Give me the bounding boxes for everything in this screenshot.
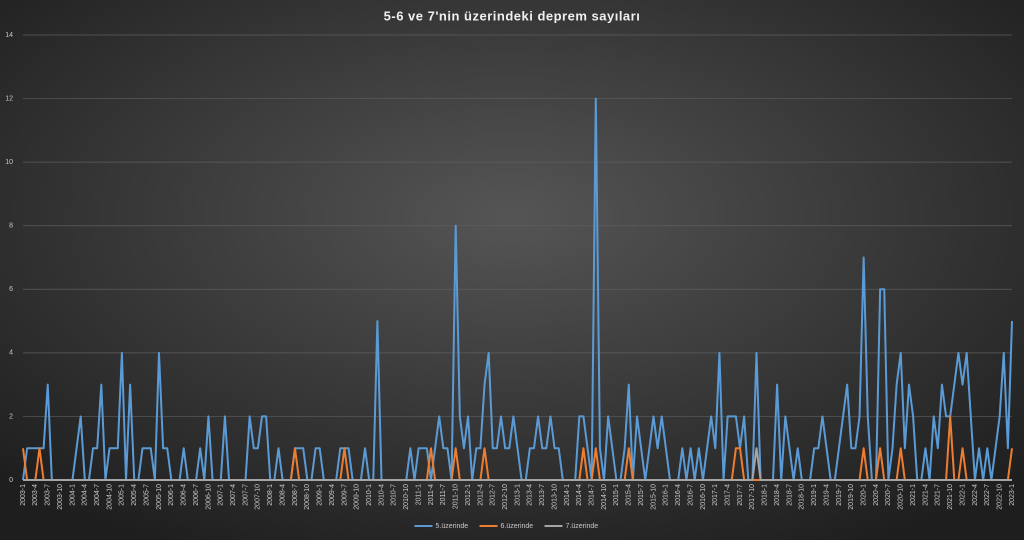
x-tick-label: 2020-7	[885, 484, 892, 506]
legend-label: 5.üzerinde	[436, 523, 469, 530]
y-tick-label: 8	[9, 223, 13, 230]
x-tick-label: 2010-10	[403, 484, 410, 510]
x-tick-label: 2007-1	[218, 484, 225, 506]
y-tick-label: 10	[5, 159, 13, 166]
x-tick-label: 2005-4	[131, 484, 138, 506]
x-tick-label: 2005-10	[156, 484, 163, 510]
series-line	[23, 447, 1012, 481]
x-tick-label: 2012-7	[490, 484, 497, 506]
x-tick-label: 2014-7	[589, 484, 596, 506]
x-tick-label: 2021-4	[922, 484, 929, 506]
x-tick-label: 2011-7	[440, 484, 447, 505]
x-tick-label: 2015-4	[626, 484, 633, 506]
x-tick-label: 2004-4	[82, 484, 89, 506]
x-tick-label: 2010-7	[391, 484, 398, 506]
y-tick-label: 12	[5, 95, 13, 102]
x-tick-label: 2003-10	[57, 484, 64, 510]
x-tick-label: 2008-7	[292, 484, 299, 506]
y-tick-label: 6	[9, 286, 13, 293]
x-tick-label: 2020-1	[860, 484, 867, 506]
x-tick-label: 2008-4	[279, 484, 286, 506]
x-tick-label: 2004-7	[94, 484, 101, 506]
x-tick-label: 2018-7	[786, 484, 793, 506]
x-tick-label: 2006-1	[168, 484, 175, 506]
x-tick-label: 2013-4	[527, 484, 534, 506]
x-tick-label: 2014-1	[564, 484, 571, 506]
x-tick-label: 2010-1	[366, 484, 373, 506]
x-tick-label: 2017-7	[737, 484, 744, 506]
x-tick-label: 2016-10	[700, 484, 707, 510]
y-tick-label: 4	[9, 350, 13, 357]
x-tick-label: 2011-1	[415, 484, 422, 505]
x-tick-label: 2022-7	[984, 484, 991, 506]
x-tick-label: 2017-1	[712, 484, 719, 506]
x-tick-label: 2015-7	[638, 484, 645, 506]
x-tick-label: 2016-1	[663, 484, 670, 506]
x-tick-label: 2018-1	[762, 484, 769, 506]
x-tick-label: 2018-4	[774, 484, 781, 506]
x-tick-label: 2013-7	[539, 484, 546, 506]
x-tick-label: 2022-1	[959, 484, 966, 506]
x-tick-label: 2006-7	[193, 484, 200, 506]
x-tick-label: 2013-1	[514, 484, 521, 506]
x-tick-label: 2023-1	[1009, 484, 1016, 506]
x-tick-label: 2008-1	[267, 484, 274, 506]
x-tick-label: 2003-4	[32, 484, 39, 506]
x-tick-label: 2012-10	[502, 484, 509, 510]
x-tick-label: 2017-10	[749, 484, 756, 510]
x-tick-label: 2020-4	[873, 484, 880, 506]
x-tick-label: 2022-4	[972, 484, 979, 506]
x-tick-label: 2020-10	[898, 484, 905, 510]
x-tick-label: 2019-10	[848, 484, 855, 510]
x-tick-label: 2015-10	[650, 484, 657, 510]
x-tick-label: 2014-10	[601, 484, 608, 510]
x-tick-label: 2009-7	[341, 484, 348, 506]
x-tick-label: 2006-10	[205, 484, 212, 510]
x-tick-label: 2018-10	[799, 484, 806, 510]
x-tick-label: 2021-10	[947, 484, 954, 510]
x-tick-label: 2003-1	[20, 484, 27, 506]
x-tick-label: 2011-10	[453, 484, 460, 509]
x-tick-label: 2012-4	[477, 484, 484, 506]
y-tick-label: 2	[9, 413, 13, 420]
x-tick-label: 2007-7	[242, 484, 249, 506]
x-tick-label: 2013-10	[551, 484, 558, 510]
x-tick-label: 2004-10	[106, 484, 113, 510]
x-tick-label: 2016-4	[675, 484, 682, 506]
x-tick-label: 2012-1	[465, 484, 472, 506]
x-tick-label: 2019-4	[823, 484, 830, 506]
x-tick-label: 2009-4	[329, 484, 336, 506]
x-tick-label: 2004-1	[69, 484, 76, 506]
chart-title: 5-6 ve 7'nin üzerindeki deprem sayıları	[384, 8, 641, 23]
x-tick-label: 2006-4	[181, 484, 188, 506]
x-tick-label: 2008-10	[304, 484, 311, 510]
x-tick-label: 2007-4	[230, 484, 237, 506]
x-tick-label: 2011-4	[428, 484, 435, 505]
y-tick-label: 14	[5, 32, 13, 39]
x-tick-label: 2009-1	[317, 484, 324, 506]
y-tick-label: 0	[9, 477, 13, 484]
x-tick-label: 2003-7	[45, 484, 52, 506]
x-tick-label: 2016-7	[687, 484, 694, 506]
x-tick-label: 2005-7	[143, 484, 150, 506]
x-tick-label: 2014-4	[576, 484, 583, 506]
x-tick-label: 2009-10	[354, 484, 361, 510]
x-tick-label: 2007-10	[255, 484, 262, 510]
x-tick-label: 2022-10	[996, 484, 1003, 510]
x-tick-label: 2010-4	[378, 484, 385, 506]
x-tick-label: 2019-7	[836, 484, 843, 506]
x-tick-label: 2021-1	[910, 484, 917, 506]
x-tick-label: 2005-1	[119, 484, 126, 506]
legend-label: 7.üzerinde	[566, 523, 599, 530]
x-tick-label: 2017-4	[725, 484, 732, 506]
x-tick-label: 2021-7	[935, 484, 942, 506]
x-tick-label: 2019-1	[811, 484, 818, 506]
x-tick-label: 2015-1	[613, 484, 620, 506]
legend-label: 6.üzerinde	[501, 523, 534, 530]
